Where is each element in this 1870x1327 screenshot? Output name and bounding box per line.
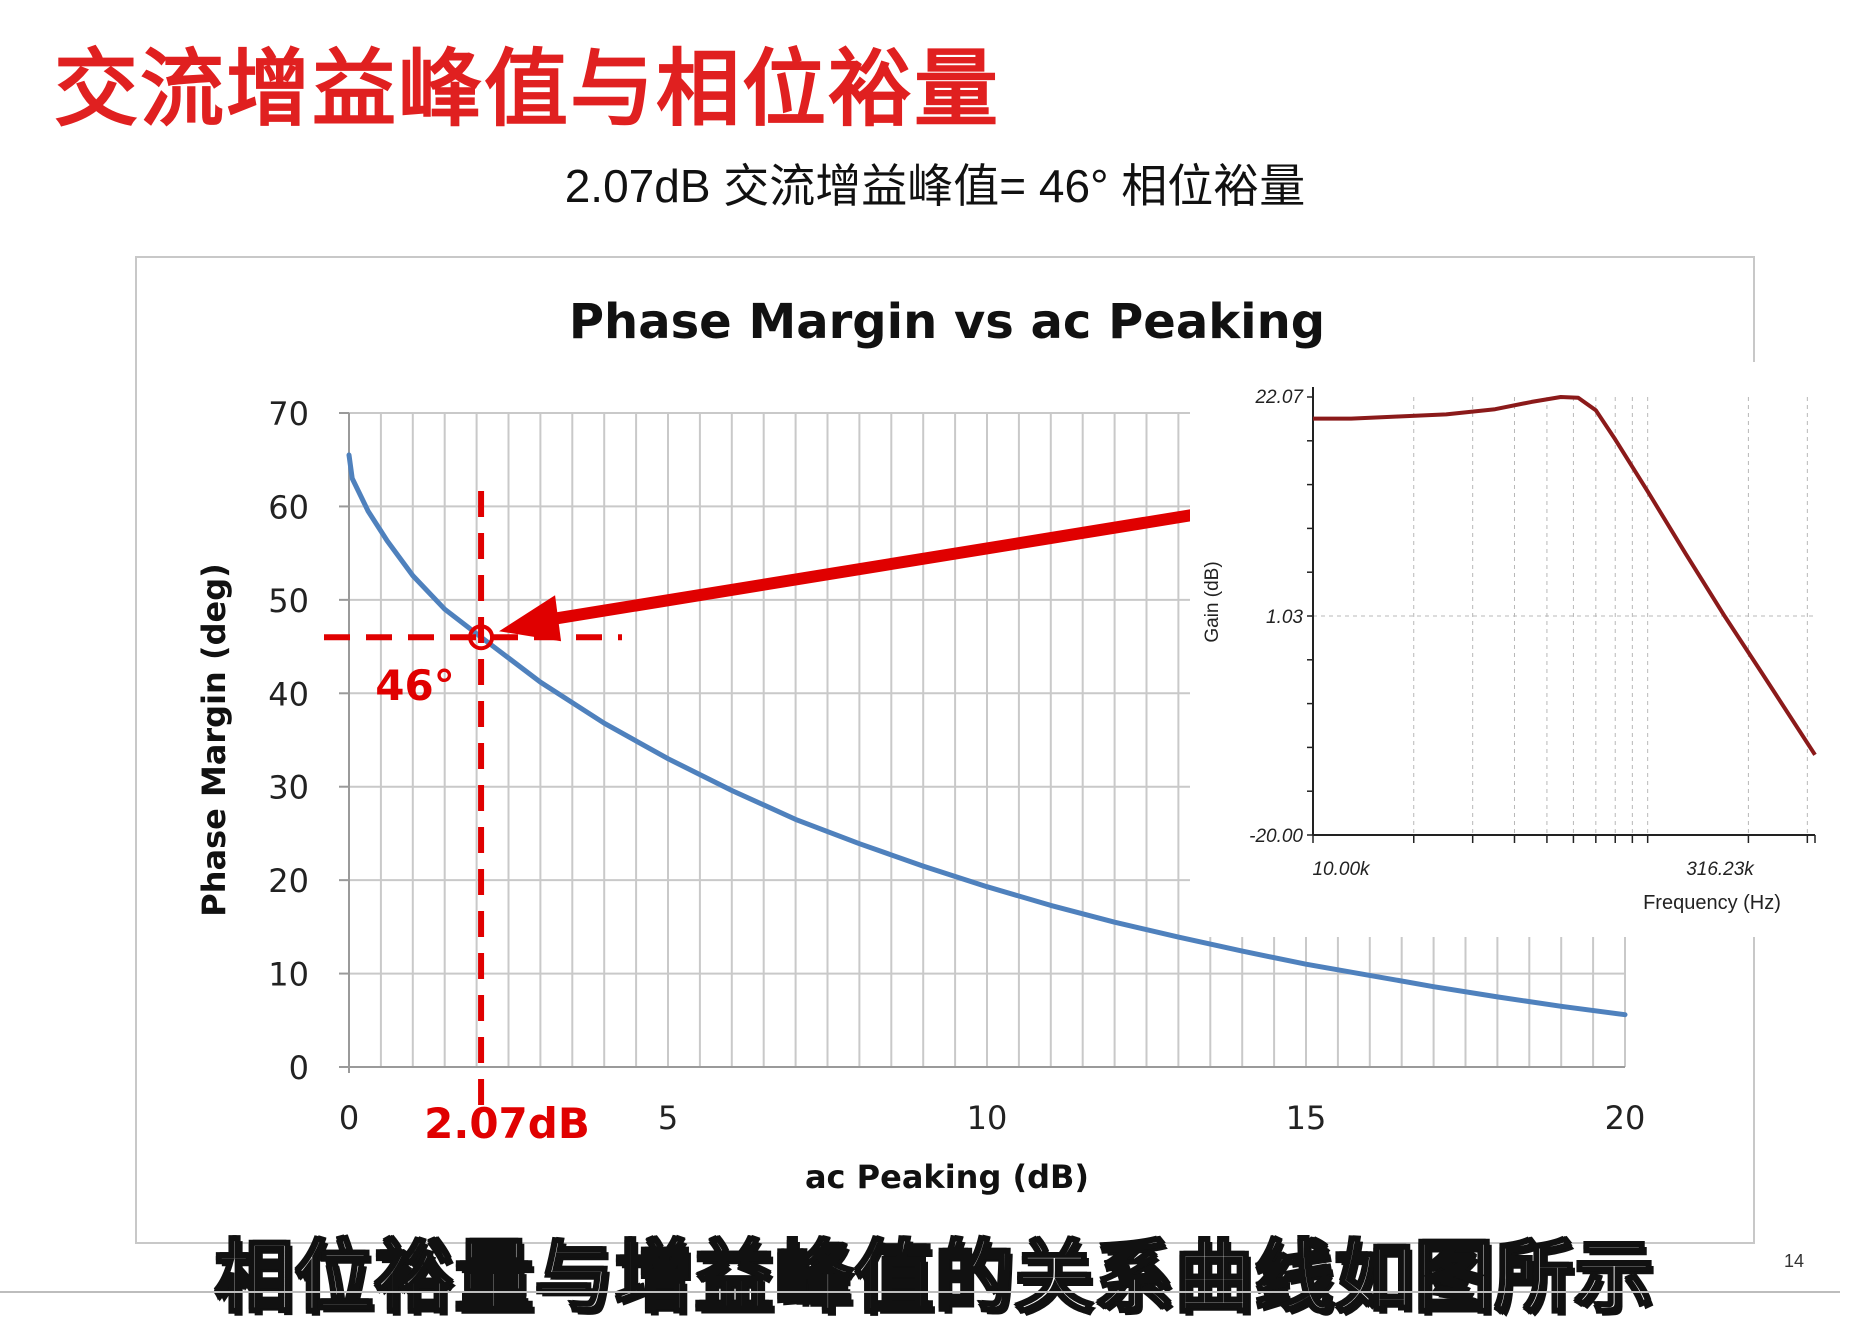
x-tick-label: 15 <box>1286 1099 1327 1137</box>
y-tick-label: 30 <box>268 769 309 807</box>
y-tick-label: 20 <box>268 862 309 900</box>
intersection-point <box>468 624 495 651</box>
video-caption: 相位裕量与增益峰值的关系曲线如图所示 <box>213 1232 1655 1325</box>
y-tick-label: 60 <box>268 488 309 526</box>
x-tick-label: 0 <box>339 1099 359 1137</box>
y-tick-label: 0 <box>289 1049 309 1087</box>
y-tick-label: 10 <box>268 956 309 994</box>
gain-frequency-inset-chart: 22.07 1.03 -20.00 10.00k 316.23k Gain (dB) Fre… <box>1190 362 1817 937</box>
inset-y-tick-label: 22.07 <box>1254 387 1304 408</box>
inset-y-tick-label: -20.00 <box>1249 826 1303 847</box>
y-tick-label: 40 <box>268 675 309 713</box>
arrow-shaft <box>538 505 1218 628</box>
x-tick-label: 20 <box>1605 1099 1646 1137</box>
y-tick-label: 70 <box>268 395 309 433</box>
bottom-divider <box>0 1291 1840 1293</box>
slide-title: 交流增益峰值与相位裕量 <box>54 39 1001 138</box>
arrow-head <box>499 595 562 642</box>
y-tick-label: 50 <box>268 582 309 620</box>
phase-margin-curve <box>346 452 1628 1018</box>
page-number: 14 <box>1784 1251 1805 1271</box>
phase-margin-annotation: 46° <box>375 661 454 710</box>
gain-curve <box>1313 395 1817 756</box>
inset-y-axis-label: Gain (dB) <box>1202 561 1223 642</box>
inset-x-axis-label: Frequency (Hz) <box>1643 892 1781 914</box>
y-axis-label: Phase Margin (deg) <box>195 563 233 917</box>
x-tick-label: 10 <box>967 1099 1008 1137</box>
chart-title: Phase Margin vs ac Peaking <box>569 294 1325 350</box>
inset-y-tick-label: 1.03 <box>1266 607 1303 628</box>
x-axis-label: ac Peaking (dB) <box>805 1158 1089 1196</box>
x-tick-label: 5 <box>658 1099 678 1137</box>
inset-x-tick-label: 316.23k <box>1686 859 1755 880</box>
inset-x-tick-label: 10.00k <box>1312 859 1371 880</box>
ac-peaking-annotation: 2.07dB <box>424 1099 590 1148</box>
slide-subtitle: 2.07dB 交流增益峰值= 46° 相位裕量 <box>564 160 1306 212</box>
inset-background <box>1190 362 1815 937</box>
